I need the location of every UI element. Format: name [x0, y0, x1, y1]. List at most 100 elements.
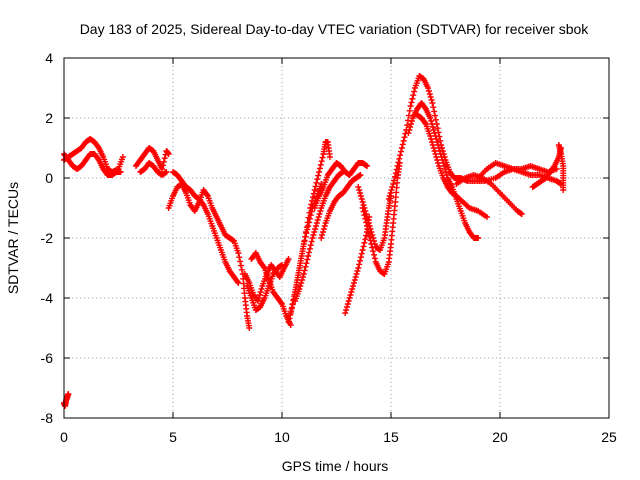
- data-point: [288, 305, 295, 312]
- data-point: [347, 292, 354, 298]
- data-point: [316, 165, 323, 172]
- data-point: [437, 151, 444, 157]
- data-point: [435, 142, 442, 148]
- data-point: [396, 155, 403, 162]
- data-point: [312, 226, 319, 232]
- data-point: [429, 142, 436, 148]
- data-point: [238, 262, 245, 269]
- data-point: [437, 137, 444, 144]
- data-point: [357, 190, 364, 196]
- data-point: [390, 181, 397, 187]
- x-tick-label: 10: [274, 429, 290, 445]
- data-point: [357, 254, 364, 261]
- data-point: [397, 152, 404, 159]
- series-arc-3: [61, 151, 124, 178]
- data-point: [279, 262, 285, 268]
- data-point: [287, 310, 294, 316]
- data-point: [361, 239, 368, 246]
- data-point: [356, 187, 363, 193]
- data-point: [352, 274, 359, 280]
- data-point: [117, 169, 124, 175]
- y-tick-label: 2: [45, 110, 53, 126]
- data-point: [430, 104, 437, 111]
- series-arc-5: [137, 160, 170, 178]
- data-points: [61, 73, 567, 409]
- data-point: [370, 248, 377, 255]
- data-point: [431, 148, 438, 154]
- data-point: [399, 141, 406, 148]
- data-point: [434, 157, 441, 163]
- data-point: [358, 196, 365, 202]
- data-point: [306, 245, 313, 252]
- data-point: [429, 124, 436, 130]
- data-point: [428, 121, 435, 127]
- data-point: [65, 391, 72, 397]
- data-point: [308, 238, 315, 245]
- data-point: [246, 325, 253, 331]
- data-point: [163, 169, 170, 175]
- series-arc-18: [355, 184, 394, 253]
- data-point: [371, 255, 378, 262]
- data-point: [560, 187, 567, 193]
- data-point: [407, 124, 414, 130]
- data-point: [345, 298, 352, 304]
- data-point: [359, 199, 366, 205]
- data-point: [408, 121, 415, 127]
- data-point: [285, 319, 292, 325]
- data-point: [307, 242, 314, 249]
- data-point: [326, 154, 333, 160]
- data-point: [430, 145, 437, 151]
- data-point: [436, 148, 443, 154]
- data-point: [320, 226, 327, 232]
- data-point: [356, 261, 363, 268]
- y-tick-label: 4: [45, 50, 53, 66]
- data-point: [311, 187, 318, 193]
- data-point: [300, 241, 307, 247]
- data-point: [306, 249, 313, 256]
- data-point: [394, 163, 401, 169]
- data-point: [425, 88, 432, 94]
- series-arc-1: [61, 391, 72, 409]
- data-point: [289, 301, 296, 308]
- series-arc-6: [165, 181, 253, 331]
- data-point: [355, 265, 362, 271]
- data-point: [371, 241, 378, 247]
- data-point: [398, 148, 405, 155]
- data-point: [353, 271, 360, 277]
- data-point: [350, 283, 357, 289]
- data-point: [295, 269, 302, 276]
- data-point: [432, 116, 439, 123]
- data-point: [440, 160, 447, 166]
- data-point: [422, 119, 429, 126]
- data-point: [299, 277, 306, 283]
- y-tick-label: -6: [41, 350, 54, 366]
- data-point: [344, 301, 351, 307]
- data-point: [427, 94, 434, 100]
- data-point: [357, 257, 364, 264]
- data-point: [302, 233, 309, 240]
- data-point: [364, 217, 371, 223]
- data-point: [389, 184, 396, 190]
- data-point: [317, 161, 324, 168]
- data-point: [204, 191, 211, 198]
- series-arc-22: [453, 172, 525, 217]
- data-point: [354, 268, 361, 274]
- data-point: [367, 226, 374, 232]
- data-point: [432, 151, 439, 157]
- data-point: [433, 136, 440, 142]
- data-point: [346, 295, 353, 301]
- data-point: [296, 286, 303, 292]
- series-arc-11: [285, 139, 333, 325]
- data-point: [387, 190, 394, 196]
- data-point: [119, 154, 126, 160]
- data-point: [303, 230, 310, 237]
- data-point: [313, 179, 320, 186]
- series-arc-4: [132, 145, 172, 172]
- data-point: [296, 265, 303, 271]
- data-point: [305, 253, 312, 259]
- data-point: [360, 202, 367, 208]
- data-point: [435, 145, 442, 151]
- data-point: [299, 250, 306, 257]
- data-point: [357, 172, 364, 178]
